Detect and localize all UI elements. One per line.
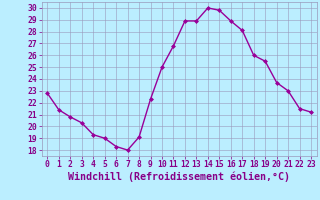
X-axis label: Windchill (Refroidissement éolien,°C): Windchill (Refroidissement éolien,°C) bbox=[68, 172, 290, 182]
